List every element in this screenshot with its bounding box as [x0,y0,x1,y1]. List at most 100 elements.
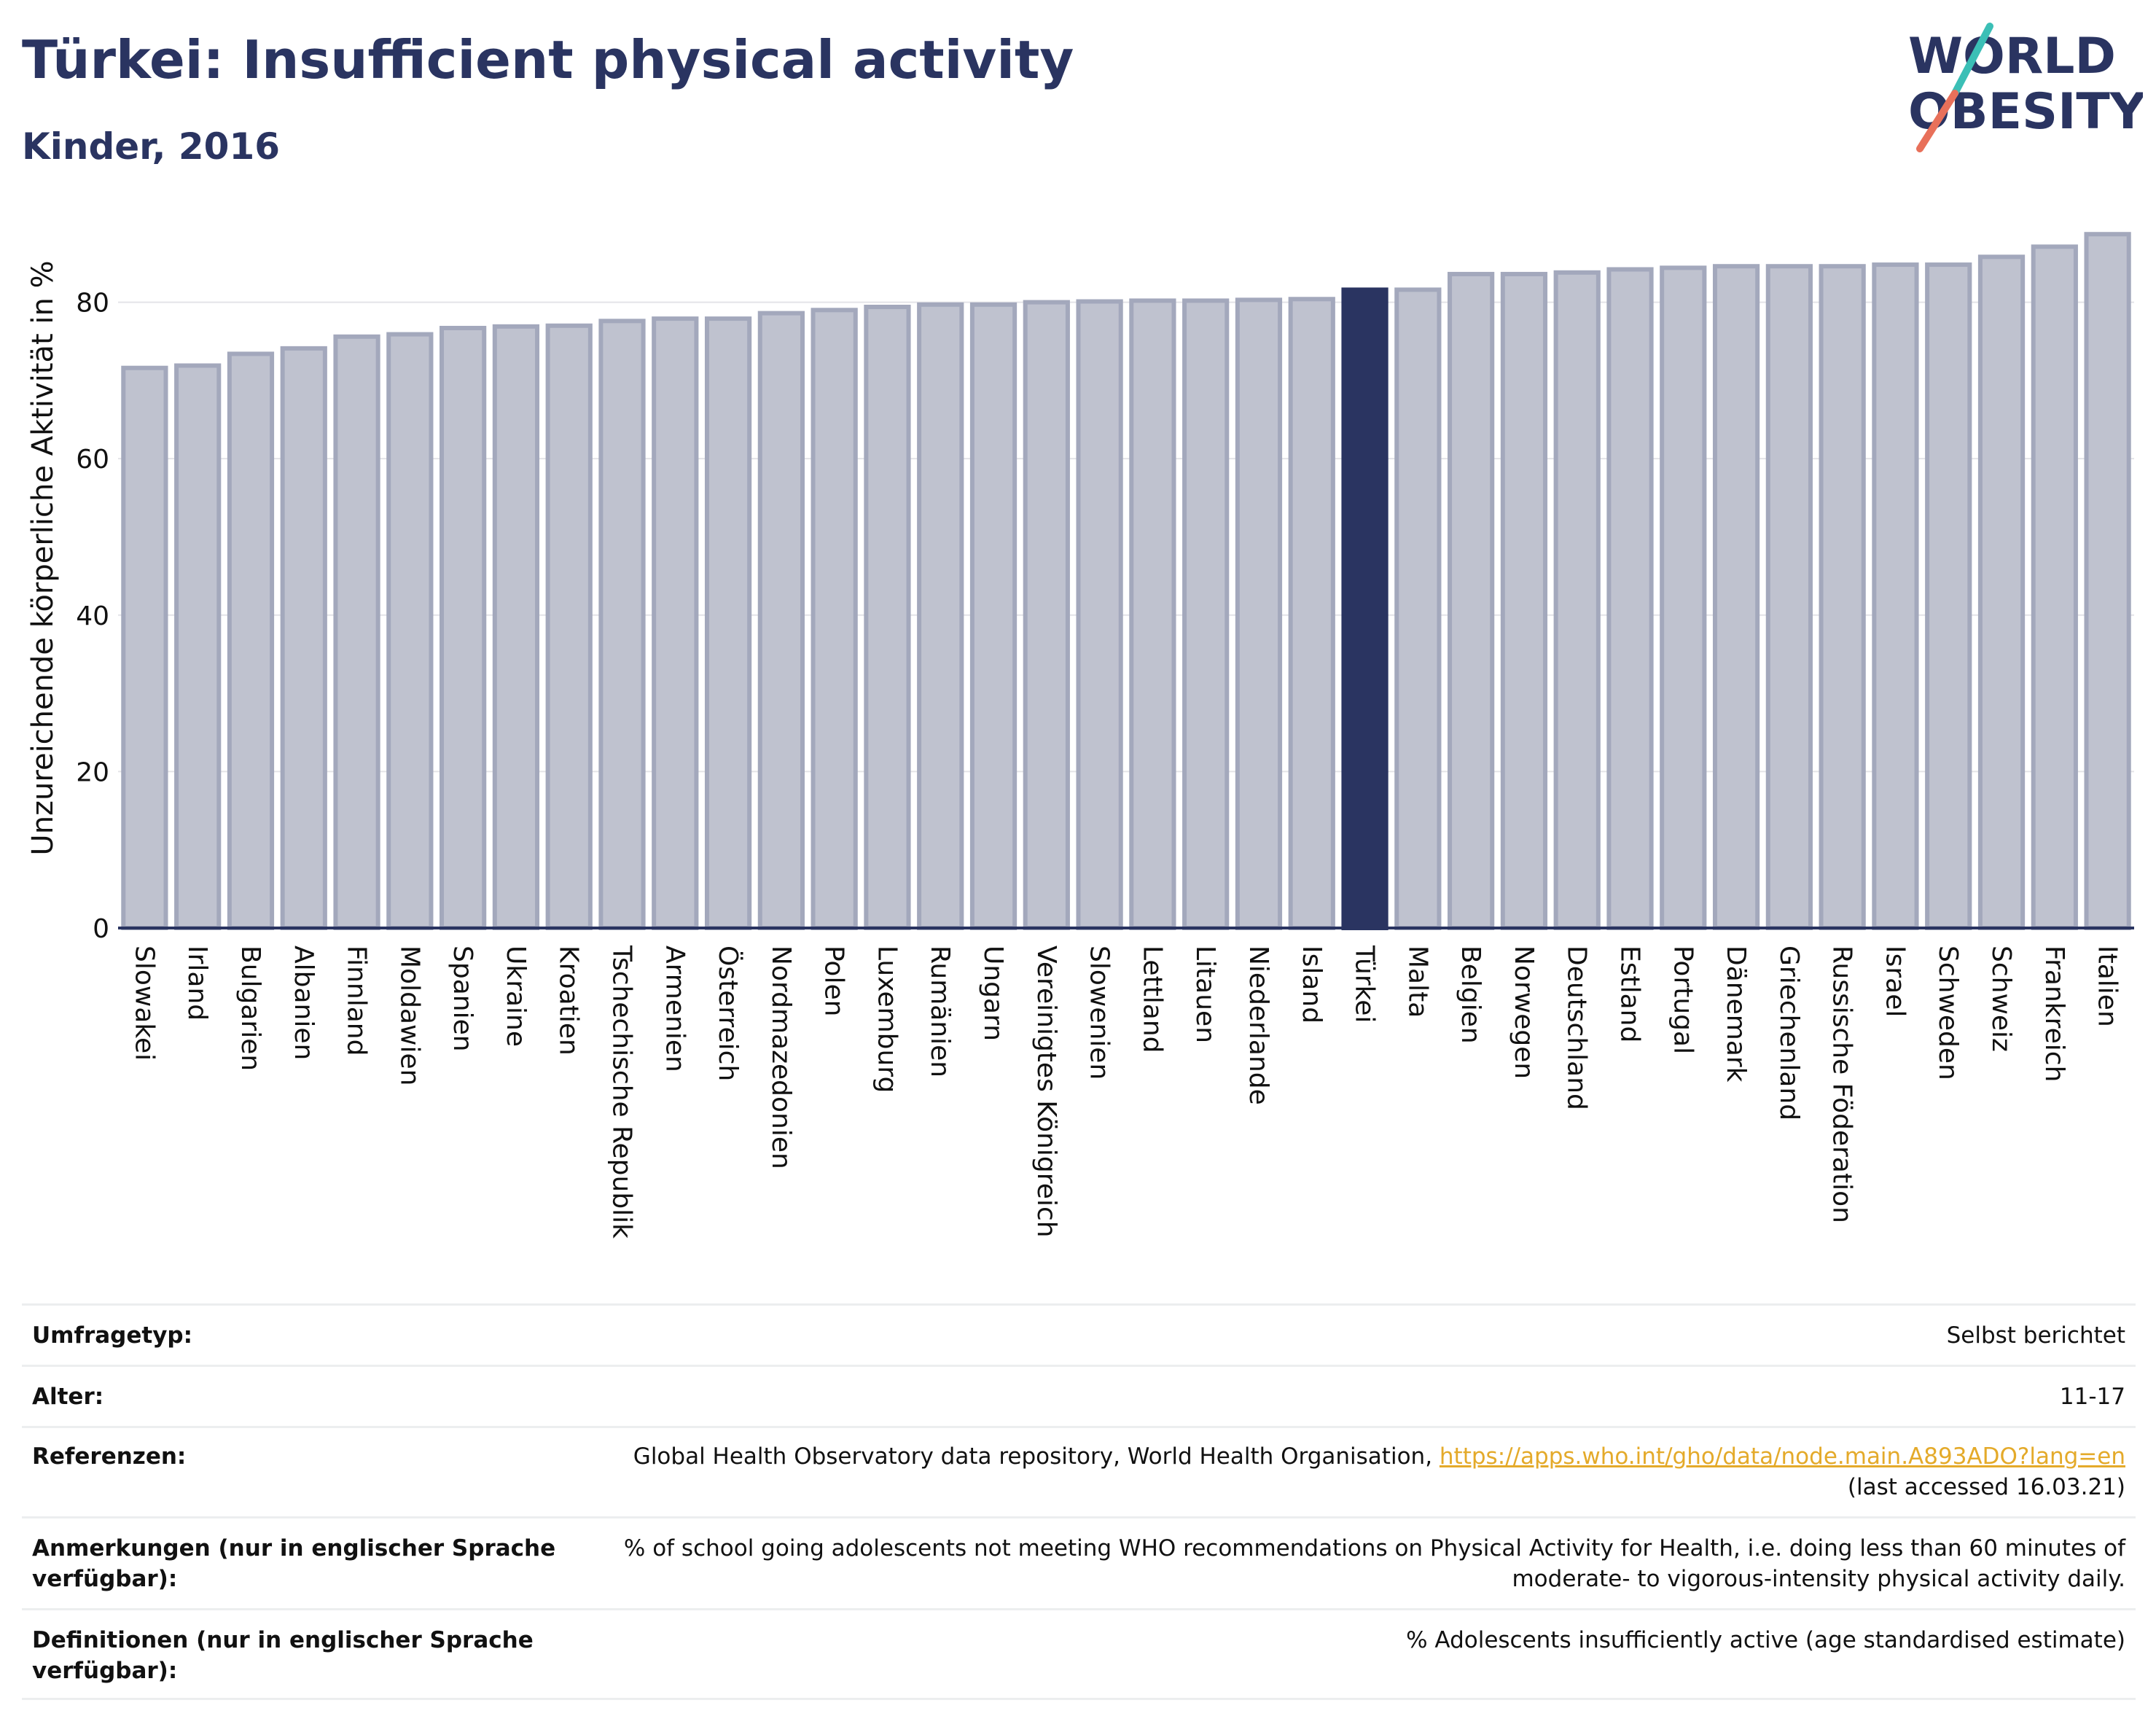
bar [121,365,168,930]
bar-chart: 0 20 40 60 80 Slowakei Irland Bulgarien Albanie… [26,232,2134,1239]
x-tick-label: Slowenien [1085,946,1114,1080]
reference-link[interactable]: https://apps.who.int/gho/data/node.main.… [1439,1443,2125,1470]
bar [1765,264,1813,930]
y-tick-label: 80 [76,289,109,319]
meta-value: % Adolescents insufficiently active (age… [1406,1627,2125,1653]
bar [2084,232,2131,930]
meta-label: Anmerkungen (nur in englischer Sprache v… [32,1535,556,1592]
bar [1129,298,1176,931]
bar [2031,244,2078,930]
x-tick-label: Griechenland [1774,946,1804,1120]
x-tick-label: Niederlande [1243,946,1273,1105]
bar [1553,270,1601,931]
x-tick-label: Kroatien [554,946,584,1056]
bar [1235,297,1283,930]
logo-slash-teal [1951,23,1993,97]
chart-title: Türkei: Insufficient physical activity [22,29,1074,90]
x-tick-label: Schweiz [1986,946,2016,1052]
bar [704,316,752,930]
bar [917,302,964,931]
bar [1660,265,1707,930]
x-tick-label: Bulgarien [235,946,265,1071]
logo-slash-coral [1916,90,1958,152]
x-tick-label: Slowakei [129,946,159,1061]
x-tick-label: Nordmazedonien [766,946,796,1169]
x-tick-label: Luxemburg [872,946,902,1093]
meta-label: Umfragetyp: [32,1322,192,1349]
bar [598,319,646,930]
meta-row-notes: Anmerkungen (nur in englischer Sprache v… [22,1516,2136,1608]
y-tick-label: 0 [93,914,109,944]
meta-value: % of school going adolescents not meetin… [623,1535,2125,1592]
bar [1448,271,1495,930]
bar-highlighted [1341,287,1388,930]
x-tick-label: Tschechische Republik [607,945,637,1239]
x-tick-label: Polen [819,946,849,1016]
x-tick-label: Albanien [289,946,319,1060]
reference-accessed: (last accessed 16.03.21) [1847,1474,2125,1500]
bar [969,302,1018,931]
x-tick-label: Irland [182,946,212,1021]
bar [1606,267,1654,930]
meta-row-references: Referenzen: Global Health Observatory da… [22,1426,2136,1516]
meta-label: Referenzen: [32,1443,187,1470]
bar [1288,297,1335,930]
y-tick-label: 20 [76,757,109,787]
bar [1394,287,1442,930]
x-tick-label: Italien [2093,946,2122,1027]
world-obesity-logo: WORLD OBESITY [1908,23,2143,152]
bar [174,363,222,930]
bar [440,325,487,930]
x-tick-label: Island [1297,946,1327,1024]
x-tick-label: Portugal [1668,946,1698,1054]
y-axis-ticks: 0 20 40 60 80 [76,289,109,944]
x-tick-label: Ungarn [978,946,1008,1041]
bar [1819,264,1866,930]
bar [1872,262,1919,930]
bar [1023,300,1070,930]
x-tick-label: Litauen [1190,946,1220,1043]
reference-text: Global Health Observatory data repositor… [633,1443,1433,1470]
bar [1500,271,1548,930]
x-tick-label: Vereinigtes Königreich [1031,946,1061,1238]
bar [811,308,858,931]
bar [1925,262,1972,930]
x-tick-label: Dänemark [1721,946,1751,1083]
meta-value: 11-17 [2059,1383,2125,1410]
bar [386,332,434,930]
y-tick-label: 40 [76,601,109,631]
meta-value: Global Health Observatory data repositor… [557,1441,2125,1516]
logo-line-1: WORLD [1908,28,2116,85]
x-tick-label: Türkei [1350,945,1380,1023]
x-tick-label: Frankreich [2039,946,2069,1082]
meta-value: Selbst berichtet [1946,1322,2125,1349]
x-tick-label: Armenien [660,946,690,1072]
y-axis-label: Unzureichende körperliche Aktivität in % [26,260,60,855]
y-tick-label: 60 [76,445,109,475]
chart-subtitle: Kinder, 2016 [22,125,281,168]
x-tick-label: Ukraine [501,946,531,1047]
x-tick-label: Belgien [1456,946,1485,1044]
meta-row-survey-type: Umfragetyp: Selbst berichtet [22,1303,2136,1365]
meta-label: Definitionen (nur in englischer Sprache … [32,1627,534,1684]
x-tick-label: Finnland [342,946,372,1056]
bar [1712,264,1760,930]
bar [864,305,911,930]
x-axis-labels: Slowakei Irland Bulgarien Albanien Finnland M… [129,945,2122,1239]
x-tick-label: Estland [1615,946,1645,1042]
bar [333,334,380,931]
x-tick-label: Malta [1402,946,1432,1018]
x-tick-label: Moldawien [394,946,424,1085]
x-tick-label: Russische Föderation [1827,946,1857,1223]
bar [652,316,699,930]
bar [757,311,805,930]
x-tick-label: Lettland [1137,946,1167,1053]
x-tick-label: Rumänien [925,946,955,1077]
bar [1182,298,1230,931]
bars [121,232,2131,931]
x-tick-label: Spanien [448,946,477,1052]
meta-row-definitions: Definitionen (nur in englischer Sprache … [22,1608,2136,1700]
bar [280,346,327,930]
bar [1977,254,2026,930]
bar [227,351,275,930]
